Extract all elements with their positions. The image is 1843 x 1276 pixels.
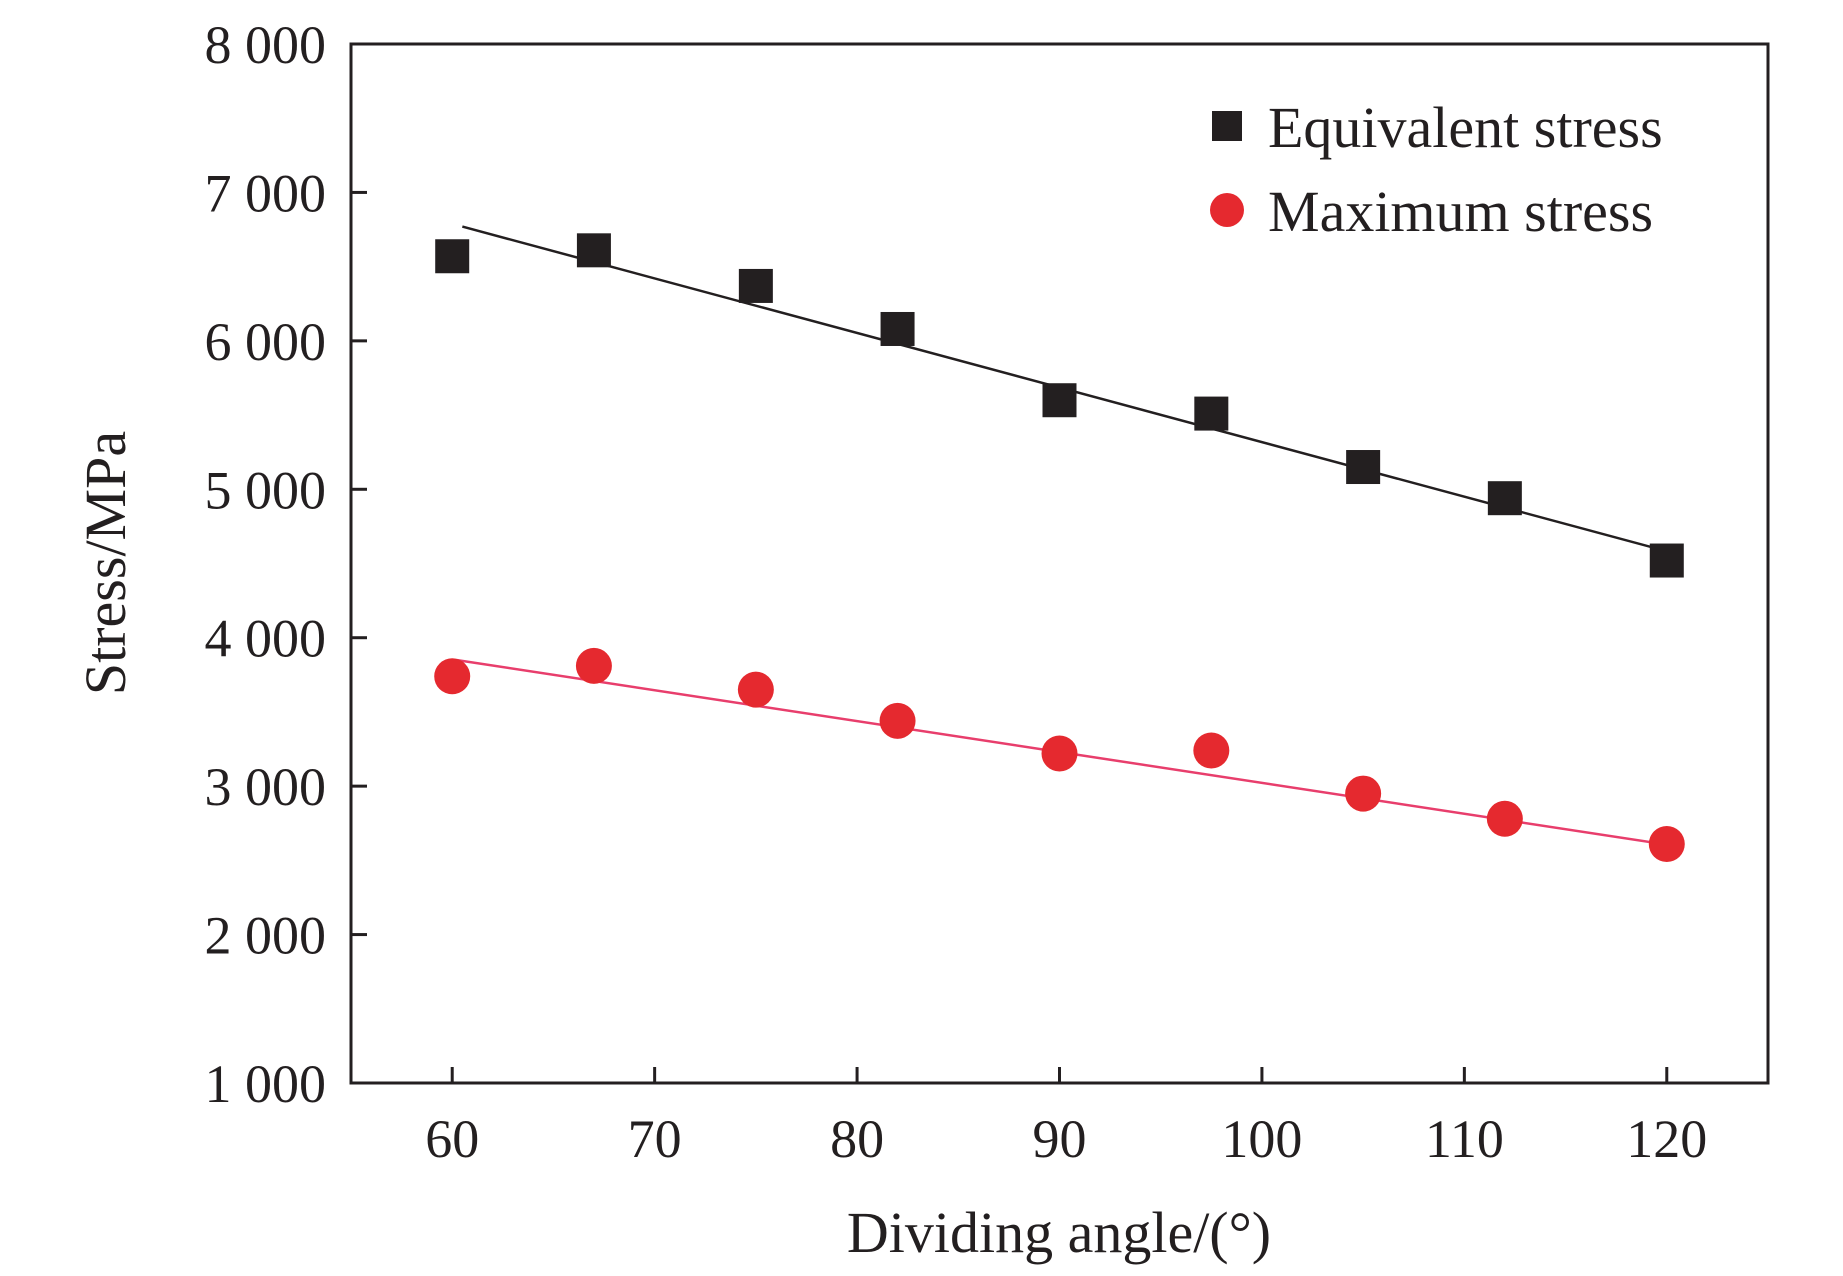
legend-square-marker xyxy=(1212,111,1242,141)
maximum-stress-point xyxy=(1193,732,1230,769)
maximum-stress-point xyxy=(1041,735,1078,772)
x-tick-label: 110 xyxy=(1425,1109,1504,1169)
y-tick-label: 6 000 xyxy=(205,312,327,372)
equivalent-stress-point xyxy=(1346,450,1381,485)
equivalent-stress-point xyxy=(1194,396,1229,431)
x-tick-label: 70 xyxy=(628,1109,682,1169)
legend-label: Equivalent stress xyxy=(1268,95,1663,160)
y-axis-ticks: 1 000 2 000 3 000 4 000 5 000 6 000 7 000 8 000 xyxy=(205,15,367,1114)
maximum-stress-point xyxy=(737,671,774,708)
maximum-stress-point xyxy=(879,702,916,739)
y-tick-label: 1 000 xyxy=(205,1054,327,1114)
equivalent-stress-point xyxy=(1487,481,1522,516)
y-tick-label: 4 000 xyxy=(205,609,327,669)
x-axis-ticks: 60 70 80 90 100 110 120 xyxy=(425,1067,1707,1169)
equivalent-stress-point xyxy=(880,311,915,346)
y-tick-label: 3 000 xyxy=(205,757,327,817)
legend-label: Maximum stress xyxy=(1268,179,1653,244)
legend: Equivalent stress Maximum stress xyxy=(1210,95,1663,244)
x-tick-label: 120 xyxy=(1626,1109,1707,1169)
legend-circle-marker xyxy=(1210,193,1244,227)
maximum-stress-point xyxy=(434,658,471,695)
x-tick-label: 100 xyxy=(1221,1109,1302,1169)
maximum-stress-point xyxy=(575,647,612,684)
x-axis-title: Dividing angle/(°) xyxy=(847,1200,1271,1265)
maximum-stress-point xyxy=(1648,826,1685,863)
maximum-stress-point xyxy=(1486,800,1523,837)
y-axis-title: Stress/MPa xyxy=(73,431,138,695)
y-tick-label: 2 000 xyxy=(205,906,327,966)
y-tick-label: 5 000 xyxy=(205,460,327,520)
data-points xyxy=(434,233,1685,863)
equivalent-stress-point xyxy=(738,268,773,303)
y-tick-label: 7 000 xyxy=(205,163,327,223)
equivalent-stress-point xyxy=(1042,383,1077,418)
equivalent-stress-point xyxy=(1649,543,1684,578)
x-tick-label: 90 xyxy=(1033,1109,1087,1169)
y-tick-label: 8 000 xyxy=(205,15,327,75)
equivalent-stress-point xyxy=(576,233,611,268)
x-tick-label: 80 xyxy=(830,1109,884,1169)
x-tick-label: 60 xyxy=(425,1109,479,1169)
equivalent-stress-point xyxy=(435,239,470,274)
maximum-stress-point xyxy=(1345,775,1382,812)
